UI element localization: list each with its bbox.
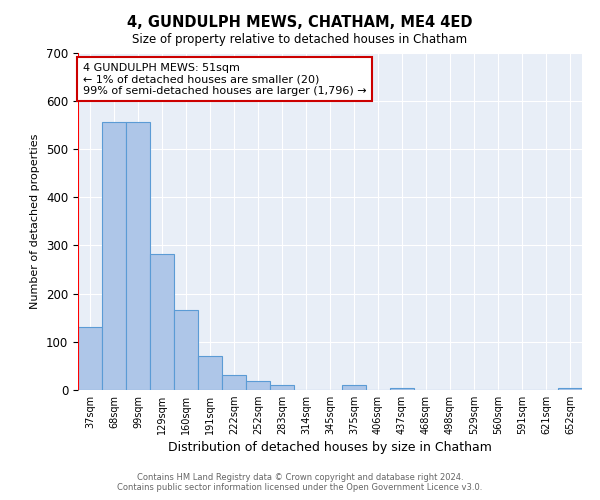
X-axis label: Distribution of detached houses by size in Chatham: Distribution of detached houses by size … (168, 442, 492, 454)
Text: 4, GUNDULPH MEWS, CHATHAM, ME4 4ED: 4, GUNDULPH MEWS, CHATHAM, ME4 4ED (127, 15, 473, 30)
Bar (126, 122, 150, 390)
Bar (78, 328, 102, 390)
Text: Size of property relative to detached houses in Chatham: Size of property relative to detached ho… (133, 32, 467, 46)
Bar (150, 254, 174, 390)
Bar (342, 385, 366, 390)
Bar (390, 388, 414, 390)
Y-axis label: Number of detached properties: Number of detached properties (31, 134, 40, 309)
Bar (246, 381, 270, 390)
Bar (222, 374, 246, 390)
Text: 4 GUNDULPH MEWS: 51sqm
← 1% of detached houses are smaller (20)
99% of semi-deta: 4 GUNDULPH MEWS: 51sqm ← 1% of detached … (83, 62, 367, 96)
Text: Contains HM Land Registry data © Crown copyright and database right 2024.
Contai: Contains HM Land Registry data © Crown c… (118, 473, 482, 492)
Bar (102, 122, 126, 390)
Bar (174, 310, 198, 390)
Bar (270, 385, 294, 390)
Bar (558, 388, 582, 390)
Bar (198, 356, 222, 390)
